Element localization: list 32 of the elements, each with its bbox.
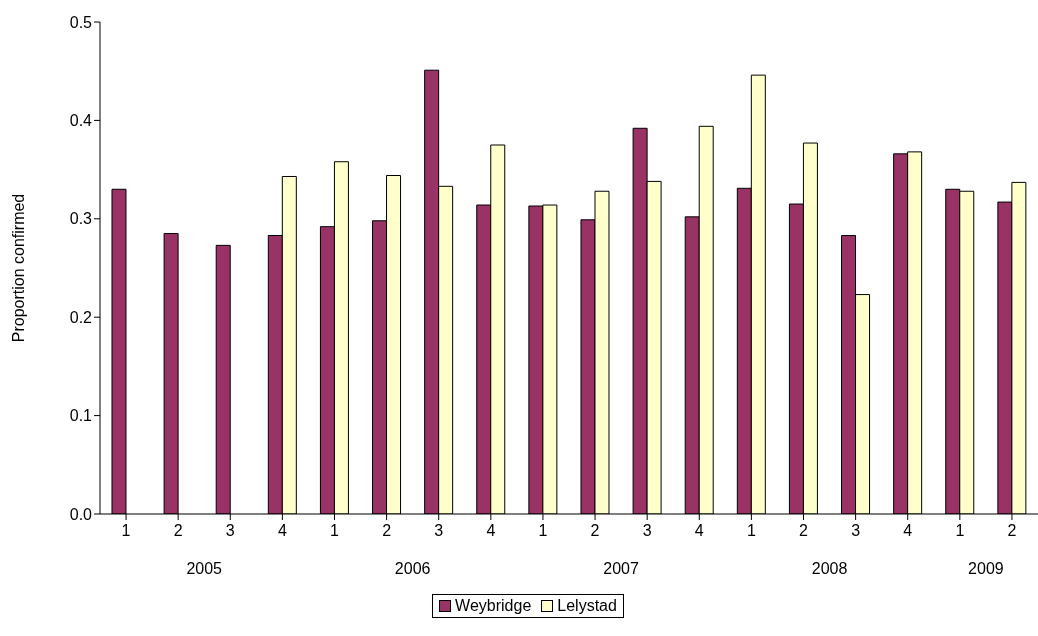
x-tick-label: 1 [121, 522, 131, 539]
x-tick-label: 1 [538, 522, 548, 539]
legend-label: Lelystad [556, 597, 617, 615]
legend-label: Weybridge [454, 597, 532, 615]
x-tick-label: 1 [746, 522, 756, 539]
x-tick-label: 4 [277, 522, 287, 539]
x-tick-label: 4 [903, 522, 913, 539]
y-tick-label: 0.0 [69, 505, 93, 523]
x-tick-label: 3 [434, 522, 444, 539]
x-tick-label: 2 [590, 522, 600, 539]
y-axis-title: Proportion confirmed [9, 193, 27, 343]
x-tick-label: 3 [851, 522, 861, 539]
y-tick-label: 0.5 [69, 13, 93, 31]
x-tick-label: 2 [173, 522, 183, 539]
x-tick-label: 2 [799, 522, 809, 539]
x-tick-label: 2 [1007, 522, 1017, 539]
text: 2005 [186, 560, 223, 577]
x-tick-label: 3 [642, 522, 652, 539]
x-tick-label: 4 [694, 522, 704, 539]
text: 2007 [603, 560, 640, 577]
y-tick-label: 0.3 [69, 210, 93, 228]
x-tick-label: 2 [382, 522, 392, 539]
y-tick-label: 0.4 [69, 112, 93, 130]
x-tick-label: 3 [225, 522, 235, 539]
x-tick-label: 1 [955, 522, 965, 539]
text: 2008 [811, 560, 848, 577]
y-tick-label: 0.1 [69, 407, 93, 425]
text: 2006 [394, 560, 431, 577]
x-tick-label: 4 [486, 522, 496, 539]
y-tick-label: 0.2 [69, 308, 93, 326]
text: 2009 [968, 560, 1004, 577]
x-tick-label: 1 [330, 522, 340, 539]
